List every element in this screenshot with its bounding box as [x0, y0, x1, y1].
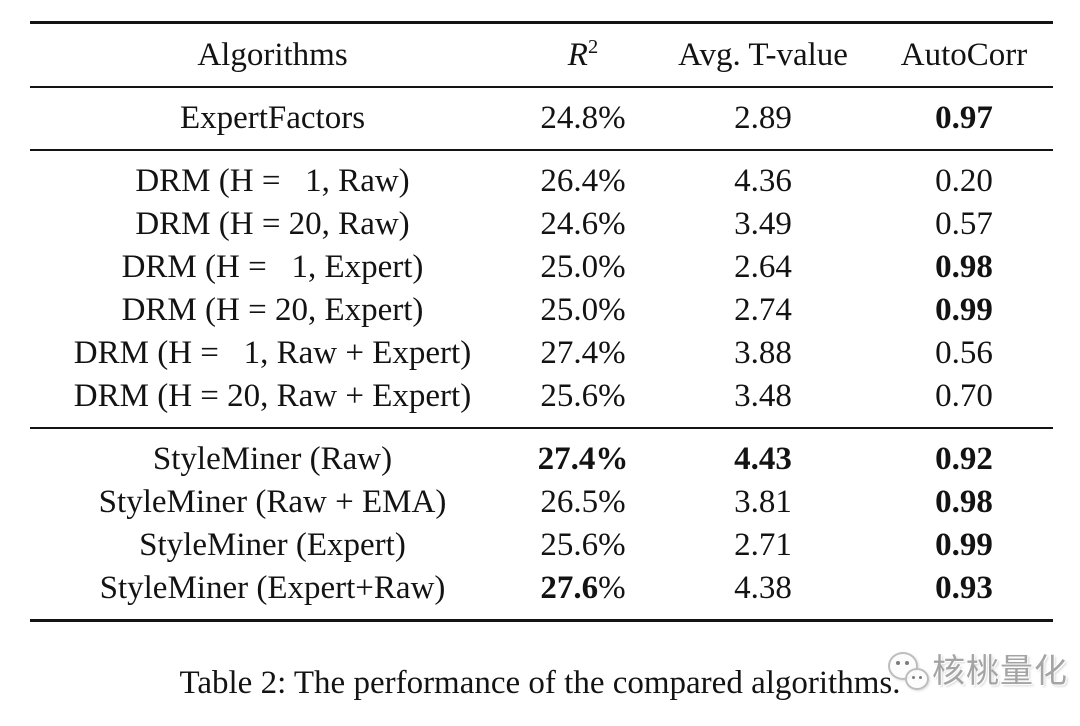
table-caption: Table 2: The performance of the compared…: [179, 665, 901, 701]
table-row: StyleMiner (Raw + EMA) 26.5% 3.81 0.98: [30, 481, 1053, 524]
cell-r-squared: 27.4%: [540, 335, 626, 371]
cell-autocorr: 0.97: [935, 100, 993, 136]
cell-autocorr: 0.56: [935, 335, 993, 371]
table-row: StyleMiner (Raw) 27.4% 4.43 0.92: [30, 438, 1053, 481]
table-row: StyleMiner (Expert+Raw) 27.6% 4.38 0.93: [30, 567, 1053, 610]
table-row: DRM (H = 1, Expert) 25.0% 2.64 0.98: [30, 246, 1053, 289]
cell-avg-t-value: 2.89: [734, 100, 792, 136]
cell-autocorr: 0.20: [935, 163, 993, 199]
wechat-logo-icon: [878, 646, 934, 698]
cell-autocorr: 0.92: [935, 441, 993, 477]
table-top-rule: [30, 21, 1053, 24]
cell-r-squared: 24.6%: [540, 206, 626, 242]
cell-autocorr: 0.99: [935, 292, 993, 328]
cell-autocorr: 0.70: [935, 378, 993, 414]
cell-r-squared: 27.6%: [540, 570, 626, 606]
cell-autocorr: 0.99: [935, 527, 993, 563]
watermark: 核桃量化: [878, 646, 1078, 710]
cell-algorithms: StyleMiner (Raw + EMA): [98, 484, 447, 520]
cell-avg-t-value: 2.71: [734, 527, 792, 563]
cell-r-squared: 26.5%: [540, 484, 626, 520]
table-section-drm: DRM (H = 1, Raw) 26.4% 4.36 0.20 DRM (H = 20…: [30, 151, 1053, 427]
table-section-styleminer: StyleMiner (Raw) 27.4% 4.43 0.92 StyleMiner …: [30, 429, 1053, 619]
chat-bubble-large-icon: [888, 652, 918, 680]
cell-r-squared: 25.0%: [540, 292, 626, 328]
cell-avg-t-value: 3.81: [734, 484, 792, 520]
cell-autocorr: 0.57: [935, 206, 993, 242]
cell-r-squared: 25.6%: [540, 527, 626, 563]
cell-avg-t-value: 3.88: [734, 335, 792, 371]
cell-avg-t-value: 3.48: [734, 378, 792, 414]
table-bottom-rule: [30, 619, 1053, 622]
table-row: DRM (H = 1, Raw + Expert) 27.4% 3.88 0.56: [30, 332, 1053, 375]
cell-r-squared: 25.6%: [540, 378, 626, 414]
table-mid-rule-1: [30, 149, 1053, 151]
cell-algorithms: StyleMiner (Expert): [139, 527, 406, 563]
table-row: DRM (H = 1, Raw) 26.4% 4.36 0.20: [30, 160, 1053, 203]
table-row: ExpertFactors 24.8% 2.89 0.97: [30, 97, 1053, 140]
cell-algorithms: StyleMiner (Raw): [152, 441, 393, 477]
cell-autocorr: 0.98: [935, 484, 993, 520]
cell-r-squared: 26.4%: [540, 163, 626, 199]
column-header-algorithms: Algorithms: [197, 36, 348, 73]
cell-algorithms: DRM (H = 1, Expert): [121, 249, 424, 285]
results-table: Algorithms R2 Avg. T-value AutoCorr ExpertF…: [30, 21, 1053, 622]
table-row: DRM (H = 20, Raw) 24.6% 3.49 0.57: [30, 203, 1053, 246]
column-header-avg-t-value: Avg. T-value: [678, 36, 848, 73]
table-header-section: Algorithms R2 Avg. T-value AutoCorr: [30, 24, 1053, 86]
cell-avg-t-value: 4.36: [734, 163, 792, 199]
table-row: DRM (H = 20, Raw + Expert) 25.6% 3.48 0.70: [30, 375, 1053, 418]
cell-algorithms: ExpertFactors: [179, 100, 366, 136]
column-header-autocorr: AutoCorr: [900, 36, 1028, 73]
cell-r-squared: 24.8%: [540, 100, 626, 136]
cell-algorithms: DRM (H = 20, Expert): [121, 292, 424, 328]
column-header-r-squared: R2: [567, 35, 599, 73]
cell-algorithms: DRM (H = 20, Raw): [135, 206, 410, 242]
cell-algorithms: DRM (H = 1, Raw): [135, 163, 410, 199]
cell-avg-t-value: 2.64: [734, 249, 792, 285]
table-header-rule: [30, 86, 1053, 88]
cell-r-squared: 27.4%: [537, 441, 629, 477]
cell-autocorr: 0.98: [935, 249, 993, 285]
cell-algorithms: StyleMiner (Expert+Raw): [99, 570, 446, 606]
cell-avg-t-value: 2.74: [734, 292, 792, 328]
watermark-text: 核桃量化: [932, 654, 1068, 690]
cell-algorithms: DRM (H = 1, Raw + Expert): [73, 335, 472, 371]
chat-bubble-small-icon: [905, 668, 929, 690]
cell-avg-t-value: 4.43: [734, 441, 792, 477]
table-section-baseline: ExpertFactors 24.8% 2.89 0.97: [30, 88, 1053, 149]
table-row: StyleMiner (Expert) 25.6% 2.71 0.99: [30, 524, 1053, 567]
cell-autocorr: 0.93: [935, 570, 993, 606]
cell-avg-t-value: 3.49: [734, 206, 792, 242]
cell-algorithms: DRM (H = 20, Raw + Expert): [73, 378, 472, 414]
table-row: DRM (H = 20, Expert) 25.0% 2.74 0.99: [30, 289, 1053, 332]
table-mid-rule-2: [30, 427, 1053, 429]
table-header-row: Algorithms R2 Avg. T-value AutoCorr: [30, 33, 1053, 77]
cell-r-squared: 25.0%: [540, 249, 626, 285]
cell-avg-t-value: 4.38: [734, 570, 792, 606]
